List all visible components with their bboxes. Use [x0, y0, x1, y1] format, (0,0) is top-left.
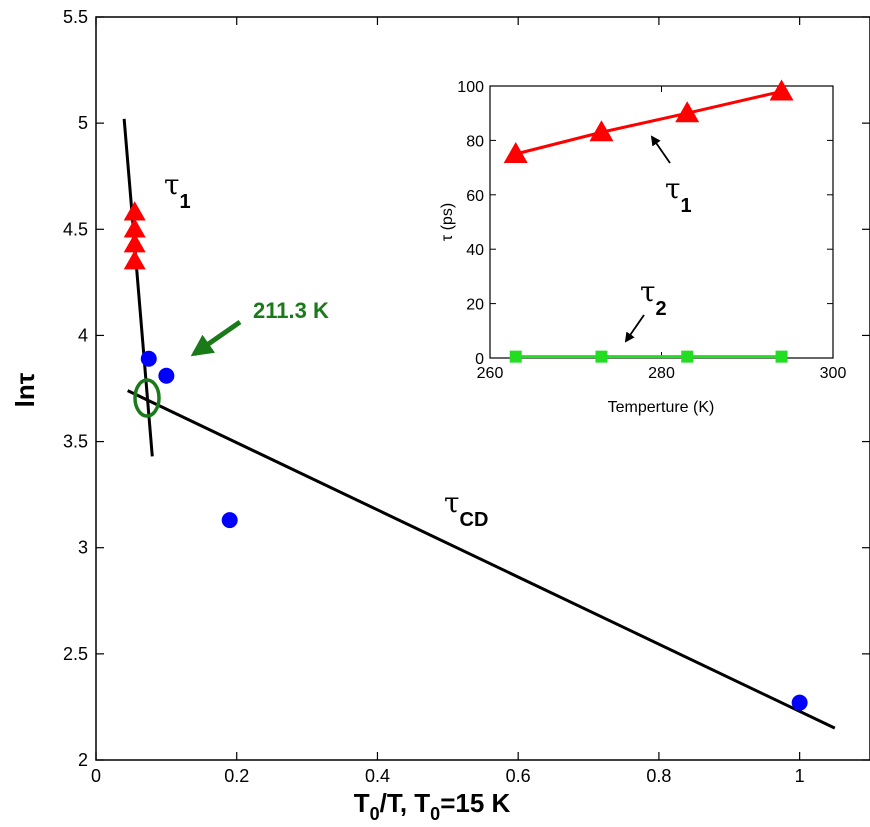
inset-point-square [595, 350, 608, 363]
inset-tau2-label: τ2 [640, 275, 667, 320]
y-tick-label: 4 [78, 325, 88, 345]
x-tick-label: 0 [91, 766, 101, 786]
inset-y-tick-label: 80 [466, 133, 484, 150]
inset-y-tick-label: 100 [457, 79, 484, 96]
data-point-triangle [123, 201, 146, 221]
x-tick-label: 0.2 [224, 766, 249, 786]
y-tick-label: 4.5 [63, 219, 88, 239]
inset-point-triangle [503, 142, 528, 163]
inset-point-triangle [675, 101, 700, 123]
inset-tau1-label: τ1 [665, 172, 692, 217]
tau1-main: τ [164, 168, 180, 201]
x-label-sub1: 0 [430, 804, 440, 824]
y-tick-label: 5.5 [63, 7, 88, 27]
inset-series-line [515, 89, 782, 156]
inset-point-triangle [589, 120, 614, 142]
x-tick-label: 0.8 [646, 766, 671, 786]
inset-axis-ticks: 260 280 300 0 20 40 60 80 100 [457, 79, 846, 382]
main-axis-ticks: 0 0.2 0.4 0.6 0.8 1 2 2.5 3 3.5 4 4.5 5 5.5 [63, 7, 870, 786]
x-label-t: T [354, 788, 370, 818]
inset-tau1-main: τ [665, 172, 681, 205]
inset-y-tick-label: 0 [475, 351, 484, 368]
x-label-sub0: 0 [370, 804, 380, 824]
data-point-circle [140, 350, 157, 367]
y-tick-label: 5 [78, 113, 88, 133]
data-point-triangle [123, 233, 146, 253]
y-tick-label: 3.5 [63, 432, 88, 452]
fit-line [127, 389, 836, 730]
main-x-axis-label: T0/T, T0=15 K [354, 788, 511, 824]
y-tick-label: 2 [78, 750, 88, 770]
main-plot-marks [122, 118, 836, 730]
inset-tau1-sub: 1 [681, 195, 692, 217]
x-tick-label: 0.4 [365, 766, 390, 786]
crossover-ellipse [133, 378, 161, 418]
inset-point-square [509, 350, 522, 363]
y-tick-label: 2.5 [63, 644, 88, 664]
inset-point-square [681, 350, 694, 363]
crossover-temp-label: 211.3 K [253, 298, 329, 323]
data-point-triangle [123, 218, 146, 238]
tau-cd-sub: CD [460, 509, 489, 531]
tau-cd-label: τCD [444, 486, 488, 531]
inset-point-square [775, 350, 788, 363]
data-point-circle [221, 512, 238, 529]
inset-y-tick-label: 60 [466, 188, 484, 205]
inset-y-tick-label: 40 [466, 242, 484, 259]
inset-point-triangle [769, 79, 794, 101]
x-label-rest2: =15 K [440, 788, 510, 818]
inset-tau2-arrow [624, 314, 645, 343]
main-plot-frame [95, 16, 870, 761]
y-tick-label: 3 [78, 538, 88, 558]
inset-plot-marks [503, 79, 794, 363]
inset-tau1-arrow [650, 135, 671, 164]
data-point-circle [791, 694, 808, 711]
main-y-axis-label-text: lnτ [10, 372, 40, 407]
inset-x-tick-label: 280 [648, 365, 675, 382]
tau1-label: τ1 [164, 168, 191, 213]
x-tick-label: 0.6 [506, 766, 531, 786]
x-tick-label: 1 [795, 766, 805, 786]
inset-tau2-sub: 2 [656, 298, 667, 320]
inset-x-tick-label: 260 [477, 365, 504, 382]
inset-x-tick-label: 300 [820, 365, 847, 382]
x-label-rest1: /T, T [380, 788, 431, 818]
tau-cd-main: τ [444, 486, 460, 519]
crossover-arrow [190, 319, 242, 357]
inset-x-axis-label: Temperture (K) [608, 399, 715, 416]
data-point-circle [158, 367, 175, 384]
inset-y-axis-label: τ (ps) [439, 203, 456, 241]
inset-background [490, 86, 833, 358]
data-point-triangle [123, 250, 146, 270]
tau1-sub: 1 [180, 191, 191, 213]
inset-tau2-main: τ [640, 275, 656, 308]
main-y-axis-label: lnτ [10, 372, 40, 407]
inset-y-tick-label: 20 [466, 297, 484, 314]
fit-line [122, 118, 154, 457]
